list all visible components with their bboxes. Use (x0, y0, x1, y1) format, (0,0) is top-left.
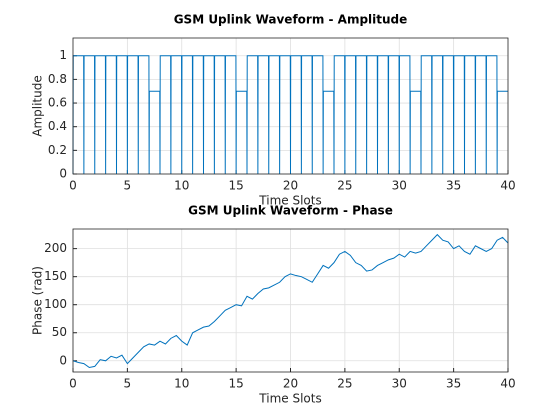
y-axis-label: Amplitude (31, 75, 45, 137)
x-tick-label: 30 (392, 377, 407, 391)
x-tick-label: 40 (500, 179, 515, 193)
y-axis-label: Phase (rad) (31, 266, 45, 335)
x-axis-label: Time Slots (258, 392, 321, 406)
y-tick-label: 200 (44, 241, 67, 255)
x-tick-label: 15 (228, 377, 243, 391)
x-axis-label: Time Slots (258, 194, 321, 208)
y-tick-label: 0 (59, 353, 67, 367)
y-tick-label: 1 (59, 48, 67, 62)
line (72, 55, 508, 175)
y-tick-label: 50 (52, 325, 67, 339)
x-tick-label: 30 (392, 179, 407, 193)
y-tick-label: 100 (44, 297, 67, 311)
x-tick-label: 5 (124, 377, 132, 391)
chart-title: GSM Uplink Waveform - Amplitude (174, 13, 408, 27)
x-tick-label: 40 (500, 377, 515, 391)
x-tick-label: 0 (69, 179, 77, 193)
x-tick-label: 15 (228, 179, 243, 193)
y-tick-label: 0.2 (48, 143, 67, 157)
x-tick-label: 5 (124, 179, 132, 193)
y-tick-label: 0 (59, 167, 67, 181)
x-tick-label: 20 (283, 179, 298, 193)
x-tick-label: 10 (174, 179, 189, 193)
x-tick-label: 35 (446, 377, 461, 391)
y-tick-label: 0.4 (48, 119, 67, 133)
axes-box (72, 228, 509, 373)
x-tick-label: 0 (69, 377, 77, 391)
x-tick-label: 10 (174, 377, 189, 391)
y-tick-label: 0.6 (48, 96, 67, 110)
x-tick-label: 25 (337, 377, 352, 391)
y-tick-label: 0.8 (48, 72, 67, 86)
chart-title: GSM Uplink Waveform - Phase (188, 204, 393, 218)
x-tick-label: 35 (446, 179, 461, 193)
axes-box (72, 37, 509, 175)
line (72, 233, 509, 369)
x-tick-label: 25 (337, 179, 352, 193)
x-tick-label: 20 (283, 377, 298, 391)
y-tick-label: 150 (44, 269, 67, 283)
